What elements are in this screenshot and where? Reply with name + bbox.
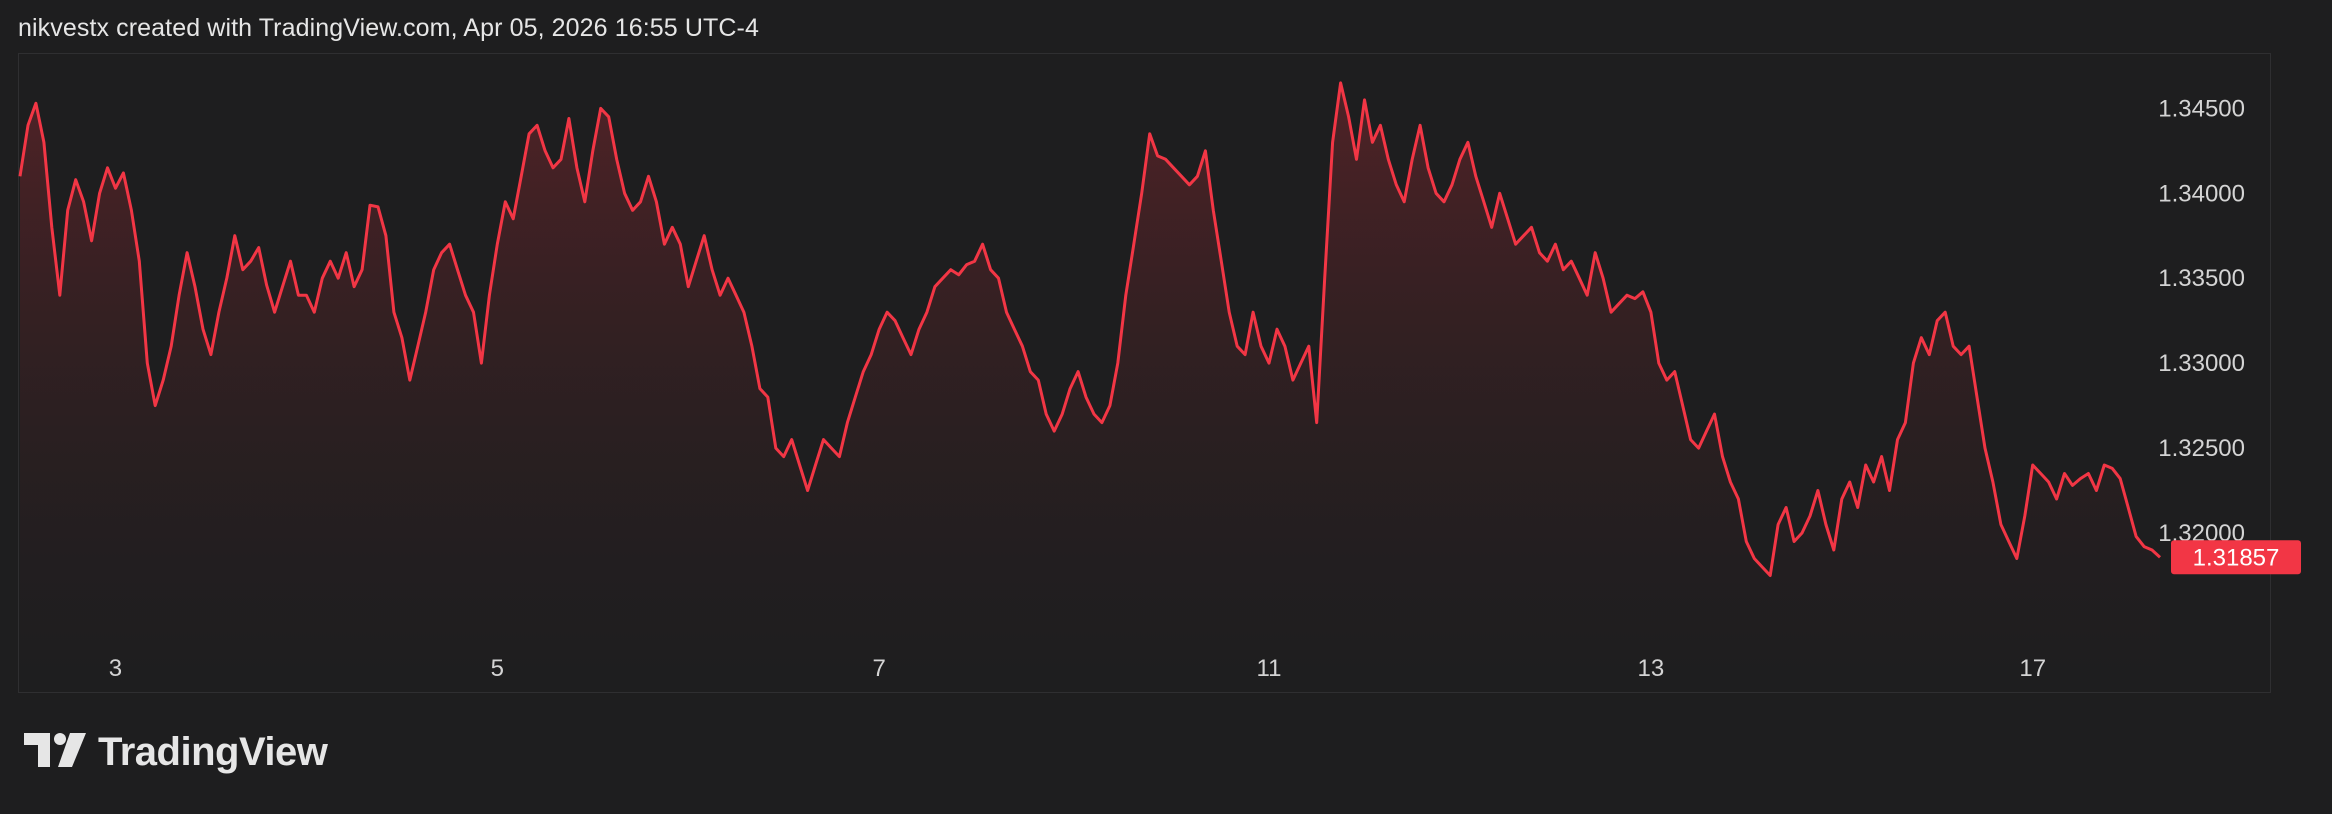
time-axis[interactable]: 35711131719212527Apr3: [109, 655, 2332, 682]
price-series-line: [18, 81, 2162, 577]
x-tick-label: 7: [873, 655, 886, 682]
last-price-badge-bg: [2171, 540, 2301, 575]
chart-frame[interactable]: [18, 53, 2271, 693]
last-price-label: 1.31857: [2193, 544, 2280, 571]
x-tick-label: 17: [2019, 655, 2046, 682]
price-line: [18, 81, 2162, 577]
y-tick-label: 1.33000: [2158, 350, 2245, 377]
y-tick-label: 1.32500: [2158, 435, 2245, 462]
x-tick-label: 11: [1257, 655, 1282, 682]
chart-attribution-header: nikvestx created with TradingView.com, A…: [18, 14, 759, 42]
y-tick-label: 1.34500: [2158, 95, 2245, 122]
tradingview-brand[interactable]: TradingView: [24, 730, 328, 775]
price-axis[interactable]: 1.345001.340001.335001.330001.325001.320…: [2158, 95, 2245, 547]
brand-name: TradingView: [98, 730, 328, 774]
area-fill-shape: [20, 82, 2160, 690]
tradingview-logo-icon: [24, 733, 86, 772]
x-tick-label: 3: [109, 655, 122, 682]
y-tick-label: 1.34000: [2158, 180, 2245, 207]
y-tick-label: 1.33500: [2158, 265, 2245, 292]
x-tick-label: 13: [1638, 655, 1665, 682]
price-area-fill: [20, 82, 2160, 690]
last-price-badge: 1.31857: [2171, 540, 2301, 575]
x-tick-label: 5: [491, 655, 504, 682]
